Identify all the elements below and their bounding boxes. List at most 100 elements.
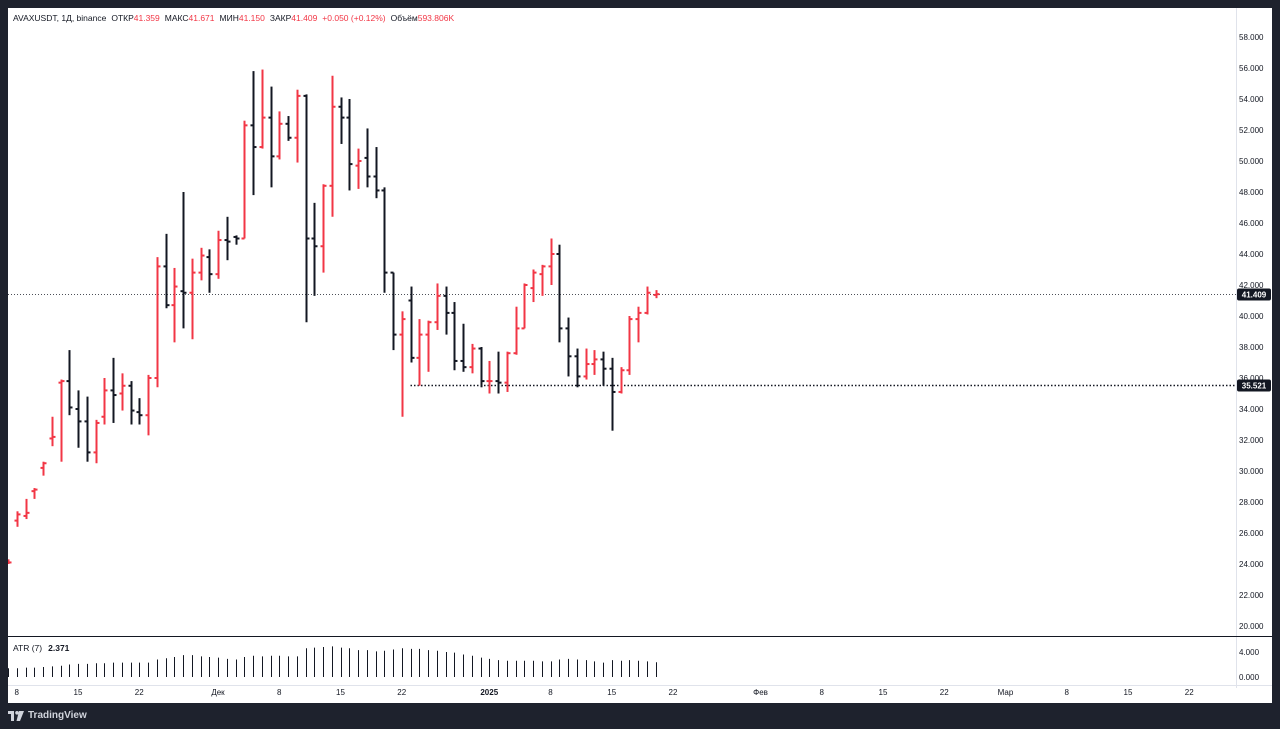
atr-value: 2.371 (48, 643, 70, 653)
price-tick-label: 20.000 (1239, 622, 1264, 631)
atr-header[interactable]: ATR (7) 2.371 (13, 643, 69, 653)
tradingview-logo[interactable]: TradingView (8, 710, 87, 721)
time-tick-label: 8 (15, 688, 20, 697)
time-tick-label: 15 (607, 688, 616, 697)
ohlc-bar (75, 390, 82, 448)
ohlc-bar (58, 379, 65, 462)
ohlc-bars (8, 69, 660, 564)
change-value: +0.050 (+0.12%) (322, 13, 386, 23)
time-tick-label: 8 (277, 688, 282, 697)
ohlc-bar (425, 320, 432, 372)
ohlc-bar (434, 283, 441, 330)
ohlc-bar (373, 147, 380, 199)
ohlc-bar (618, 367, 625, 394)
ohlc-bar (268, 86, 275, 188)
ohlc-bar (626, 316, 633, 375)
ohlc-bar (478, 347, 485, 388)
price-badge-label: 35.521 (1242, 382, 1267, 391)
ohlc-bar (49, 416, 56, 447)
ohlc-bar (565, 317, 572, 377)
ohlc-bar (443, 286, 450, 335)
ohlc-bar (40, 461, 47, 476)
ohlc-bar (311, 202, 318, 296)
ohlc-bar (653, 290, 660, 299)
price-lines: 41.409 35.521 (8, 288, 1271, 392)
ohlc-bar (635, 306, 642, 343)
ohlc-bar (381, 187, 388, 293)
ohlc-bar (346, 99, 353, 191)
chart-frame: 20.000 22.000 24.000 26.000 28.000 30.000 32.0… (8, 8, 1272, 703)
price-tick-label: 28.000 (1239, 498, 1264, 507)
price-tick-label: 56.000 (1239, 64, 1264, 73)
ohlc-bar (163, 233, 170, 309)
ohlc-bar (189, 258, 196, 340)
price-badge (1237, 288, 1271, 301)
price-tick-label: 22.000 (1239, 591, 1264, 600)
time-tick-label: 15 (879, 688, 888, 697)
ohlc-bar (93, 419, 100, 464)
price-axis[interactable]: 20.000 22.000 24.000 26.000 28.000 30.000 32.0… (8, 8, 1272, 688)
price-tick-label: 44.000 (1239, 250, 1264, 259)
price-badge-label: 41.409 (1242, 291, 1267, 300)
ohlc-bar (338, 97, 345, 144)
time-tick-label: 8 (548, 688, 553, 697)
ohlc-bar (521, 283, 528, 330)
price-tick-label: 40.000 (1239, 312, 1264, 321)
ohlc-bar (8, 559, 12, 564)
chart-canvas[interactable]: 20.000 22.000 24.000 26.000 28.000 30.000 32.0… (8, 8, 1272, 703)
ohlc-bar (241, 120, 248, 240)
ohlc-bar (285, 116, 292, 141)
close-value: 41.409 (291, 13, 318, 23)
time-tick-label: Дек (211, 688, 225, 697)
ohlc-bar (180, 192, 187, 329)
ohlc-bar (460, 323, 467, 372)
low-label: МИН (219, 13, 239, 23)
atr-tick-label: 4.000 (1239, 648, 1260, 657)
price-tick-label: 36.000 (1239, 374, 1264, 383)
symbol-name[interactable]: AVAXUSDT, 1Д, binance (13, 13, 107, 23)
ohlc-bar (583, 348, 590, 380)
symbol-header: AVAXUSDT, 1Д, binance ОТКР41.359 МАКС41.… (13, 13, 454, 23)
ohlc-bar (574, 348, 581, 388)
ohlc-bar (224, 216, 231, 261)
ohlc-bar (548, 238, 555, 285)
ohlc-bar (644, 286, 651, 315)
ohlc-bar (609, 357, 616, 431)
price-tick-label: 32.000 (1239, 436, 1264, 445)
tradingview-logo-icon (8, 710, 24, 721)
ohlc-bar (600, 351, 607, 386)
ohlc-bar (320, 184, 327, 273)
time-tick-label: 22 (135, 688, 144, 697)
ohlc-bar (416, 319, 423, 386)
close-label: ЗАКР (269, 13, 292, 23)
ohlc-bar (530, 269, 537, 303)
price-tick-label: 30.000 (1239, 467, 1264, 476)
price-badge (1237, 379, 1271, 392)
ohlc-bar (408, 286, 415, 363)
time-tick-label: 22 (940, 688, 949, 697)
ohlc-bar (539, 264, 546, 296)
ohlc-bar (136, 398, 143, 425)
ohlc-bar (101, 378, 108, 425)
price-tick-label: 46.000 (1239, 219, 1264, 228)
open-label: ОТКР (111, 13, 134, 23)
price-tick-label: 34.000 (1239, 405, 1264, 414)
price-tick-label: 54.000 (1239, 95, 1264, 104)
tradingview-logo-text: TradingView (28, 710, 87, 721)
ohlc-bar (504, 351, 511, 392)
ohlc-bar (591, 350, 598, 375)
ohlc-bar (469, 343, 476, 374)
time-axis[interactable]: 8 15 22 Дек 8 15 22 2025 8 15 22 Фев 8 15 22 Мар 8 15 22 (15, 688, 1195, 697)
ohlc-bar (250, 71, 257, 196)
atr-pane: 4.000 0.000 (8, 646, 1260, 682)
time-tick-label: 15 (336, 688, 345, 697)
ohlc-bar (171, 267, 178, 343)
high-label: МАКС (164, 13, 189, 23)
ohlc-bar (233, 235, 240, 245)
price-tick-label: 26.000 (1239, 529, 1264, 538)
price-tick-label: 52.000 (1239, 126, 1264, 135)
ohlc-bar (110, 357, 117, 423)
ohlc-bar (128, 381, 135, 425)
ohlc-bar (215, 230, 222, 279)
price-tick-label: 58.000 (1239, 33, 1264, 42)
